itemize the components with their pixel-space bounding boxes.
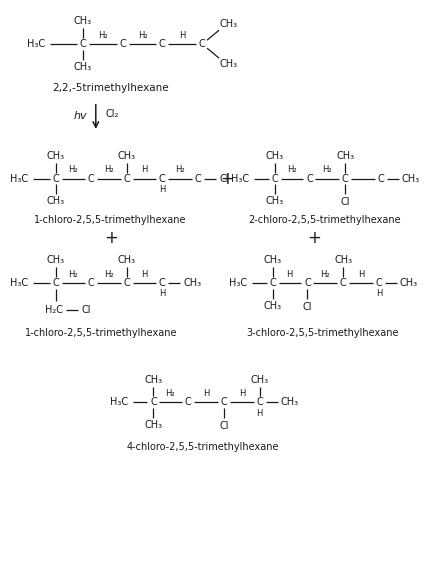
Text: CH₃: CH₃ bbox=[220, 19, 238, 29]
Text: C: C bbox=[377, 174, 385, 183]
Text: H: H bbox=[203, 389, 209, 398]
Text: H₂: H₂ bbox=[176, 165, 185, 174]
Text: 1-chloro-2,5,5-trimethylhexane: 1-chloro-2,5,5-trimethylhexane bbox=[34, 215, 187, 225]
Text: C: C bbox=[79, 39, 86, 49]
Text: CH₃: CH₃ bbox=[118, 255, 136, 265]
Text: H: H bbox=[358, 269, 364, 278]
Text: H₃C: H₃C bbox=[231, 174, 249, 183]
Text: CH₃: CH₃ bbox=[74, 62, 92, 72]
Text: H: H bbox=[141, 165, 148, 174]
Text: CH₃: CH₃ bbox=[265, 197, 284, 206]
Text: CH₃: CH₃ bbox=[47, 255, 65, 265]
Text: CH₃: CH₃ bbox=[265, 151, 284, 160]
Text: H₃C: H₃C bbox=[109, 398, 128, 407]
Text: C: C bbox=[304, 278, 311, 288]
Text: Cl: Cl bbox=[340, 198, 350, 207]
Text: Cl: Cl bbox=[303, 302, 312, 312]
Text: H₃C: H₃C bbox=[10, 278, 28, 288]
Text: C: C bbox=[87, 278, 94, 288]
Text: H: H bbox=[159, 185, 165, 194]
Text: H₂: H₂ bbox=[138, 31, 147, 40]
Text: H: H bbox=[286, 269, 293, 278]
Text: H₂: H₂ bbox=[98, 31, 108, 40]
Text: 2,2,-5trimethylhexane: 2,2,-5trimethylhexane bbox=[52, 83, 169, 93]
Text: CH₃: CH₃ bbox=[400, 278, 418, 288]
Text: CH₃: CH₃ bbox=[220, 59, 238, 69]
Text: C: C bbox=[269, 278, 276, 288]
Text: C: C bbox=[340, 278, 347, 288]
Text: C: C bbox=[185, 398, 191, 407]
Text: Cl: Cl bbox=[219, 174, 229, 183]
Text: CH₃: CH₃ bbox=[336, 151, 354, 160]
Text: C: C bbox=[123, 174, 130, 183]
Text: 3-chloro-2,5,5-trimethylhexane: 3-chloro-2,5,5-trimethylhexane bbox=[246, 328, 399, 337]
Text: CH₃: CH₃ bbox=[334, 255, 352, 265]
Text: H₃C: H₃C bbox=[27, 39, 45, 49]
Text: +: + bbox=[307, 229, 321, 247]
Text: 2-chloro-2,5,5-trimethylhexane: 2-chloro-2,5,5-trimethylhexane bbox=[248, 215, 401, 225]
Text: CH₃: CH₃ bbox=[74, 16, 92, 26]
Text: CH₃: CH₃ bbox=[118, 151, 136, 160]
Text: C: C bbox=[150, 398, 157, 407]
Text: CH₃: CH₃ bbox=[264, 301, 282, 311]
Text: H₂C: H₂C bbox=[45, 305, 63, 315]
Text: H₃C: H₃C bbox=[10, 174, 28, 183]
Text: C: C bbox=[199, 39, 206, 49]
Text: Cl₂: Cl₂ bbox=[105, 109, 118, 119]
Text: H₂: H₂ bbox=[321, 269, 330, 278]
Text: C: C bbox=[306, 174, 313, 183]
Text: H₂: H₂ bbox=[104, 269, 113, 278]
Text: 4-chloro-2,5,5-trimethylhexane: 4-chloro-2,5,5-trimethylhexane bbox=[127, 442, 279, 452]
Text: CH₃: CH₃ bbox=[144, 421, 162, 430]
Text: C: C bbox=[271, 174, 278, 183]
Text: C: C bbox=[195, 174, 202, 183]
Text: C: C bbox=[52, 174, 60, 183]
Text: C: C bbox=[159, 39, 166, 49]
Text: H₂: H₂ bbox=[104, 165, 113, 174]
Text: H: H bbox=[159, 289, 165, 299]
Text: H: H bbox=[376, 289, 382, 299]
Text: CH₃: CH₃ bbox=[47, 151, 65, 160]
Text: C: C bbox=[159, 278, 166, 288]
Text: H₂: H₂ bbox=[287, 165, 296, 174]
Text: H₃C: H₃C bbox=[229, 278, 247, 288]
Text: hv: hv bbox=[74, 111, 88, 121]
Text: Cl: Cl bbox=[81, 305, 90, 315]
Text: C: C bbox=[342, 174, 348, 183]
Text: Cl: Cl bbox=[219, 421, 229, 431]
Text: H₂: H₂ bbox=[165, 389, 175, 398]
Text: H: H bbox=[239, 389, 245, 398]
Text: H₂: H₂ bbox=[68, 165, 78, 174]
Text: H₂: H₂ bbox=[322, 165, 332, 174]
Text: C: C bbox=[52, 278, 60, 288]
Text: C: C bbox=[376, 278, 382, 288]
Text: C: C bbox=[220, 398, 228, 407]
Text: C: C bbox=[159, 174, 166, 183]
Text: C: C bbox=[119, 39, 126, 49]
Text: CH₃: CH₃ bbox=[402, 174, 420, 183]
Text: C: C bbox=[123, 278, 130, 288]
Text: 1-chloro-2,5,5-trimethylhexane: 1-chloro-2,5,5-trimethylhexane bbox=[25, 328, 177, 337]
Text: C: C bbox=[87, 174, 94, 183]
Text: C: C bbox=[256, 398, 263, 407]
Text: CH₃: CH₃ bbox=[250, 375, 269, 384]
Text: H: H bbox=[257, 409, 263, 418]
Text: CH₃: CH₃ bbox=[47, 197, 65, 206]
Text: +: + bbox=[104, 229, 118, 247]
Text: H: H bbox=[179, 31, 185, 40]
Text: CH₃: CH₃ bbox=[183, 278, 201, 288]
Text: CH₃: CH₃ bbox=[264, 255, 282, 265]
Text: +: + bbox=[220, 170, 234, 187]
Text: H₂: H₂ bbox=[68, 269, 78, 278]
Text: CH₃: CH₃ bbox=[144, 375, 162, 384]
Text: CH₃: CH₃ bbox=[280, 398, 299, 407]
Text: H: H bbox=[141, 269, 148, 278]
